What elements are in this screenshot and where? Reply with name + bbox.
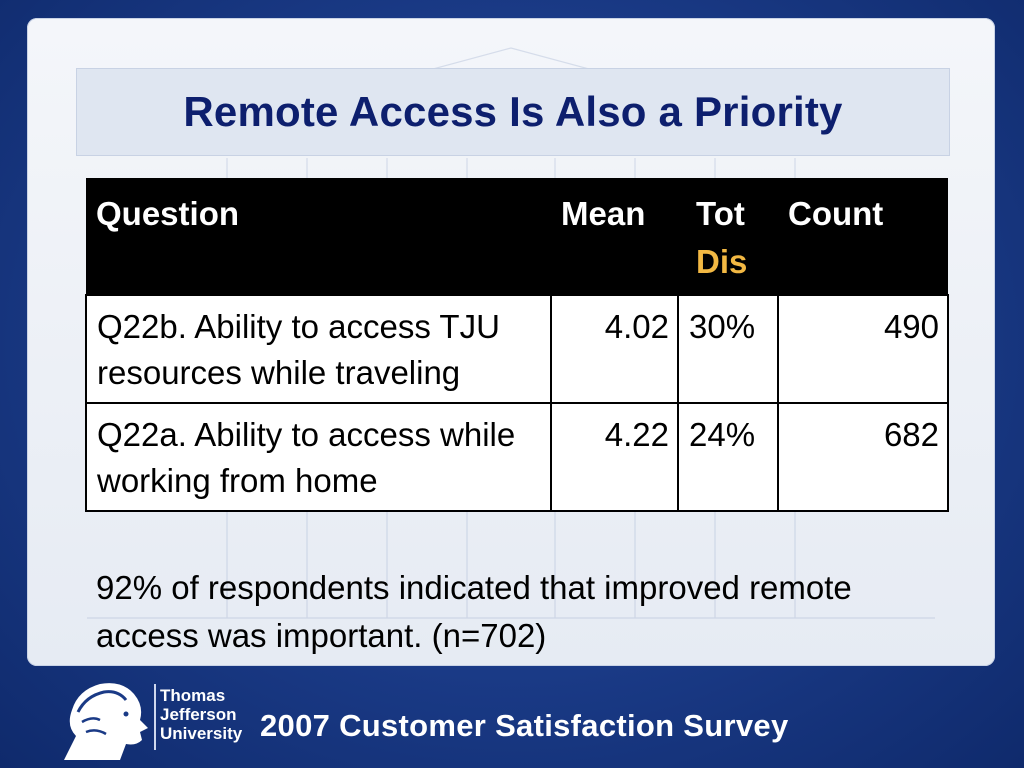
university-line: Jefferson bbox=[160, 705, 237, 724]
question-cell: Q22b. Ability to access TJU resources wh… bbox=[85, 293, 552, 405]
count-cell: 682 bbox=[777, 402, 949, 513]
tot-dis-cell: 30% bbox=[677, 293, 779, 405]
mean-cell: 4.22 bbox=[550, 402, 679, 513]
university-name: Thomas Jefferson University bbox=[160, 686, 242, 743]
survey-title: 2007 Customer Satisfaction Survey bbox=[260, 708, 789, 743]
header-mean: Mean bbox=[551, 178, 678, 295]
header-count: Count bbox=[778, 178, 948, 295]
mean-cell: 4.02 bbox=[550, 293, 679, 405]
table-row: Q22a. Ability to access while working fr… bbox=[85, 402, 949, 513]
table-header-row: Question Mean Tot Dis Count bbox=[86, 178, 948, 295]
header-tot-dis: Tot Dis bbox=[678, 178, 778, 295]
footer-divider bbox=[154, 684, 156, 750]
university-line: Thomas bbox=[160, 686, 226, 705]
count-cell: 490 bbox=[777, 293, 949, 405]
title-box: Remote Access Is Also a Priority bbox=[76, 68, 950, 156]
tot-dis-cell: 24% bbox=[677, 402, 779, 513]
slide-title: Remote Access Is Also a Priority bbox=[183, 88, 843, 135]
header-question: Question bbox=[86, 178, 551, 295]
survey-table: Question Mean Tot Dis Count Q22b. Abilit… bbox=[85, 178, 949, 513]
summary-note: 92% of respondents indicated that improv… bbox=[96, 569, 852, 654]
jefferson-profile-logo-icon bbox=[64, 683, 148, 760]
table-row: Q22b. Ability to access TJU resources wh… bbox=[85, 293, 949, 405]
question-cell: Q22a. Ability to access while working fr… bbox=[85, 402, 552, 513]
university-line: University bbox=[160, 724, 243, 743]
